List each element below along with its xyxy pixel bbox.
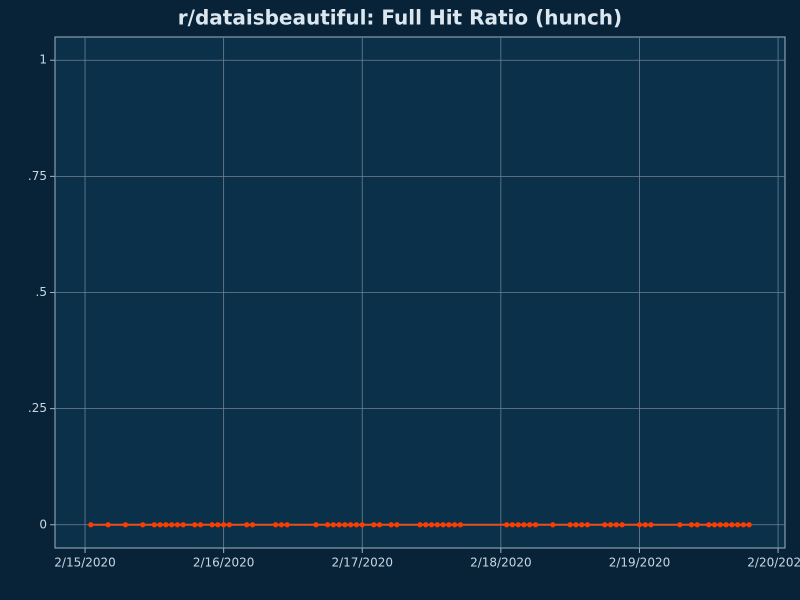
data-point: [394, 522, 400, 528]
y-tick-label: .5: [36, 285, 47, 299]
data-point: [209, 522, 215, 528]
data-point: [567, 522, 573, 528]
data-point: [648, 522, 654, 528]
data-point: [353, 522, 360, 528]
data-point: [440, 522, 446, 528]
y-tick-label: 1: [39, 53, 47, 67]
y-tick-label: .25: [28, 401, 47, 415]
data-point: [376, 522, 383, 528]
data-point: [157, 522, 163, 528]
data-point: [452, 522, 458, 528]
x-tick-label: 2/15/2020: [54, 556, 116, 570]
data-point: [330, 522, 336, 528]
data-point: [122, 522, 129, 528]
data-point: [613, 522, 619, 528]
data-point: [226, 522, 233, 528]
data-point: [105, 522, 111, 528]
data-point: [515, 522, 521, 528]
data-point: [636, 522, 643, 528]
data-point: [717, 522, 723, 528]
data-point: [677, 522, 683, 528]
data-point: [169, 522, 175, 528]
data-point: [163, 522, 169, 528]
data-point: [706, 522, 712, 528]
data-point: [434, 522, 440, 528]
data-point: [348, 522, 354, 528]
x-tick-label: 2/20/2020: [747, 556, 800, 570]
data-point: [723, 522, 729, 528]
data-point: [88, 522, 94, 528]
data-point: [244, 522, 250, 528]
chart-title: r/dataisbeautiful: Full Hit Ratio (hunch…: [178, 6, 622, 30]
data-point: [642, 522, 648, 528]
data-point: [532, 522, 539, 528]
data-point: [428, 522, 435, 528]
data-point: [688, 522, 695, 528]
data-point: [694, 522, 700, 528]
data-point: [249, 522, 256, 528]
data-point: [278, 522, 284, 528]
data-point: [284, 522, 290, 528]
data-point: [711, 522, 718, 528]
data-point: [388, 522, 394, 528]
x-tick-label: 2/19/2020: [609, 556, 671, 570]
data-point: [579, 522, 585, 528]
x-tick-label: 2/17/2020: [331, 556, 393, 570]
data-point: [550, 522, 556, 528]
data-point: [197, 522, 204, 528]
data-point: [273, 522, 279, 528]
x-tick-label: 2/18/2020: [470, 556, 532, 570]
data-point: [729, 522, 735, 528]
data-point: [457, 522, 464, 528]
data-point: [521, 522, 527, 528]
data-point: [180, 522, 186, 528]
data-point: [584, 522, 591, 528]
data-point: [602, 522, 608, 528]
data-point: [740, 522, 747, 528]
data-point: [336, 522, 342, 528]
x-tick-label: 2/16/2020: [193, 556, 255, 570]
data-point: [371, 522, 377, 528]
data-point: [423, 522, 429, 528]
data-point: [504, 522, 510, 528]
data-point: [509, 522, 516, 528]
data-point: [342, 522, 348, 528]
data-point: [359, 522, 365, 528]
data-point: [174, 522, 181, 528]
data-point: [417, 522, 423, 528]
data-point: [215, 522, 221, 528]
data-point: [573, 522, 579, 528]
data-point: [735, 522, 741, 528]
data-point: [527, 522, 533, 528]
data-point: [192, 522, 198, 528]
data-point: [324, 522, 331, 528]
data-point: [446, 522, 452, 528]
data-point: [313, 522, 319, 528]
y-tick-label: .75: [28, 169, 47, 183]
data-point: [221, 522, 227, 528]
data-point: [151, 522, 157, 528]
data-point: [607, 522, 614, 528]
data-point: [140, 522, 146, 528]
data-point: [746, 522, 752, 528]
y-tick-label: 0: [39, 517, 47, 531]
data-point: [619, 522, 625, 528]
